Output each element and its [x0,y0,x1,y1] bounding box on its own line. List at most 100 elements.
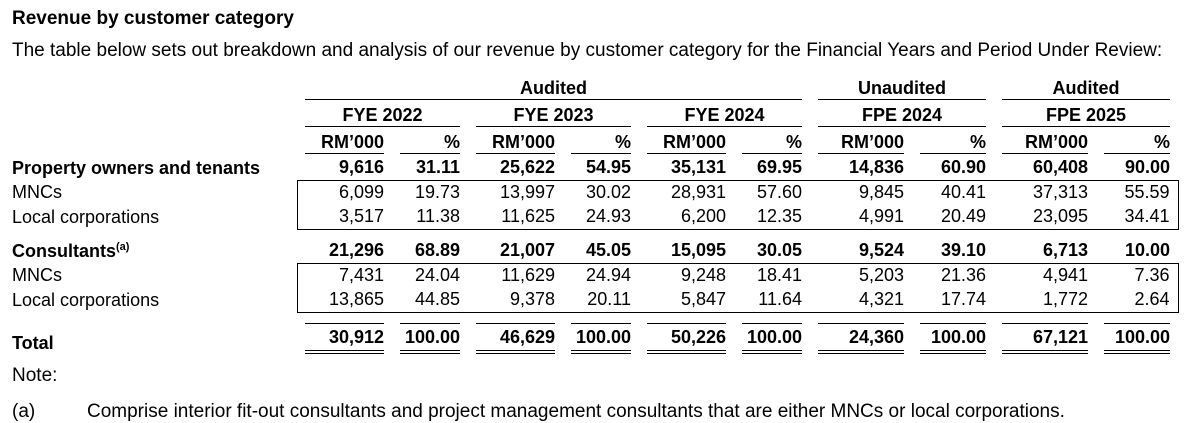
pct-cell: % [392,129,468,156]
audit-group-label: Audited [1002,78,1170,100]
period-cell: FPE 2025 [994,102,1178,129]
intro-text: The table below sets out breakdown and a… [12,40,1163,61]
pct-cell: % [734,129,810,156]
value-cell: 90.00 [1124,157,1170,177]
period-cell: FPE 2024 [810,102,994,129]
unit-label: RM’000 [647,132,726,154]
value-cell: 60,408 [1032,157,1088,177]
value-cell: 54.95 [585,157,631,177]
value-cell: 100.00 [392,322,468,356]
value-cell: 21,007 [499,240,555,260]
total-value: 30,912 [305,323,384,354]
total-value: 24,360 [818,323,904,354]
empty-header-cell [12,129,297,156]
footnote-a: (a) Comprise interior fit-out consultant… [12,401,1188,423]
value-cell: 30.02 [563,180,639,205]
table-row: Property owners and tenants 9,616 31.11 25,… [12,156,1178,181]
value-cell: 6,099 [296,180,392,205]
audit-group-label: Unaudited [818,78,986,100]
value-cell: 30,912 [297,322,392,356]
value-cell: 25,622 [499,157,555,177]
value-cell: 11,625 [468,205,563,230]
table-row: Local corporations 3,517 11.38 11,625 24.93 6… [12,205,1179,230]
value-cell: 14,836 [848,157,904,177]
value-cell: 21.36 [912,263,994,288]
total-value: 100.00 [400,323,460,354]
audit-group-cell: Unaudited [810,75,994,102]
value-cell: 28,931 [639,180,734,205]
percent-label: % [400,132,460,154]
period-label: FYE 2023 [476,105,631,127]
audit-group-cell: Audited [297,75,810,102]
audit-status-header-row: Audited Unaudited Audited [12,75,1178,102]
value-cell: 6,713 [1042,240,1088,260]
footnote-reference: (a) [116,240,130,253]
value-cell: 40.41 [912,180,994,205]
value-cell: 46,629 [468,322,563,356]
page-title: Revenue by customer category [12,8,294,29]
value-cell: 17.74 [912,288,994,313]
percent-label: % [920,132,986,154]
value-cell: 35,131 [670,157,726,177]
pct-cell: % [1096,129,1178,156]
revenue-by-customer-category-table: Audited Unaudited Audited FYE 2022 FYE 2… [12,75,1179,356]
period-cell: FYE 2024 [639,102,810,129]
row-label: Consultants(a) [12,240,130,261]
total-value: 100.00 [571,323,631,354]
table-row: Local corporations 13,865 44.85 9,378 20.11 5… [12,288,1179,313]
value-cell: 7,431 [296,263,392,288]
row-label: Total [12,333,54,353]
value-cell: 9,524 [858,240,904,260]
value-cell: 9,845 [810,180,912,205]
value-cell: 67,121 [994,322,1096,356]
unit-cell: RM’000 [639,129,734,156]
total-value: 100.00 [1104,323,1170,354]
total-value: 67,121 [1002,323,1088,354]
total-value: 46,629 [476,323,555,354]
value-cell: 100.00 [912,322,994,356]
spacer-row [12,313,1178,323]
value-cell: 9,616 [338,157,384,177]
value-cell: 23,095 [994,205,1096,230]
period-label: FYE 2024 [647,105,802,127]
value-cell: 100.00 [1096,322,1178,356]
value-cell: 45.05 [585,240,631,260]
value-cell: 7.36 [1096,263,1179,288]
percent-label: % [1104,132,1170,154]
value-cell: 30.05 [756,240,802,260]
row-label: MNCs [12,182,62,202]
period-label: FPE 2024 [818,105,986,127]
value-cell: 15,095 [670,240,726,260]
value-cell: 6,200 [639,205,734,230]
value-cell: 68.89 [414,240,460,260]
value-cell: 3,517 [296,205,392,230]
percent-label: % [571,132,631,154]
row-label: Local corporations [12,289,160,310]
value-cell: 1,772 [994,288,1096,313]
pct-cell: % [563,129,639,156]
value-cell: 9,248 [639,263,734,288]
value-cell: 20.11 [563,288,639,313]
table-row: Consultants(a) 21,296 68.89 21,007 45.05 15,0… [12,239,1178,264]
audit-group-cell: Audited [994,75,1178,102]
row-label: Property owners and tenants [12,157,261,178]
value-cell: 5,203 [810,263,912,288]
total-value: 100.00 [920,323,986,354]
unit-cell: RM’000 [994,129,1096,156]
value-cell: 31.11 [415,157,460,177]
value-cell: 20.49 [912,205,994,230]
value-cell: 11.38 [392,205,468,230]
value-cell: 55.59 [1096,180,1179,205]
value-cell: 69.95 [756,157,802,177]
unit-cell: RM’000 [468,129,563,156]
value-cell: 34.41 [1096,205,1179,230]
value-cell: 11.64 [734,288,810,313]
value-cell: 11,629 [468,263,563,288]
total-value: 100.00 [742,323,802,354]
spacer-row [12,230,1178,240]
value-cell: 57.60 [734,180,810,205]
pct-cell: % [912,129,994,156]
audit-group-label: Audited [305,78,802,100]
value-cell: 24.04 [392,263,468,288]
row-label: MNCs [12,265,62,285]
